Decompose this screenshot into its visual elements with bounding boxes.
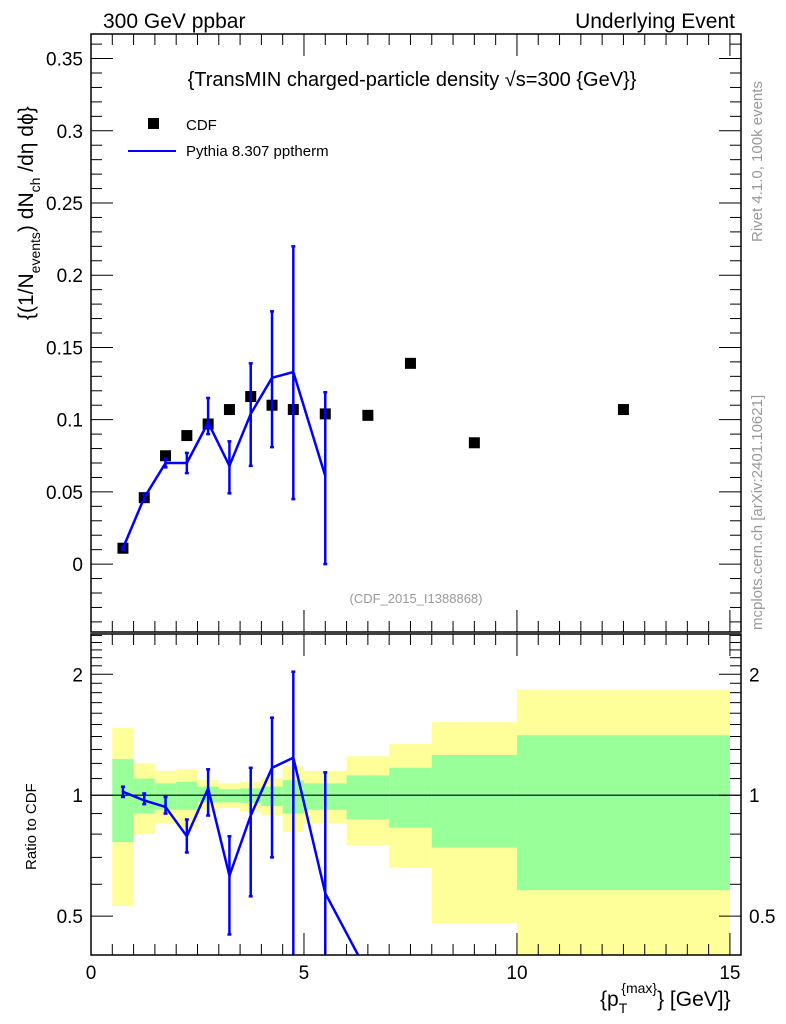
y-tick-label: 0.3 [57, 122, 83, 143]
y-tick-label: 0.35 [46, 50, 83, 71]
plot-frame [90, 33, 742, 633]
xlabel-part: {p [600, 988, 619, 1011]
y-tick-label: 0.2 [57, 266, 83, 287]
mc-line [121, 370, 327, 549]
chart-title: {TransMIN charged-particle density √s=30… [188, 69, 637, 91]
uncertainty-band-green [346, 775, 390, 820]
cdf-point [181, 430, 193, 442]
ratio-y-tick-label-right: 0.5 [749, 907, 775, 928]
cdf-point [223, 404, 235, 416]
ratio-y-tick-label: 2 [72, 665, 83, 686]
cdf-point [362, 409, 374, 421]
x-tick-label: 15 [719, 963, 740, 984]
ratio-content [91, 670, 741, 955]
y-tick-label: 0.1 [57, 411, 83, 432]
ratio-mc-line [122, 755, 360, 955]
ratio-y-tick-label-right: 2 [749, 665, 760, 686]
cdf-point [160, 450, 172, 462]
legend-cdf-marker [148, 118, 159, 129]
header-left: 300 GeV ppbar [103, 10, 245, 33]
analysis-watermark: (CDF_2015_I1388868) [350, 591, 483, 606]
ratio-y-label: Ratio to CDF [23, 783, 40, 870]
ylabel-sub: ch [27, 178, 43, 193]
ylabel-part: {(1/N [15, 273, 38, 320]
ratio-plot: 0.5 0.5 1 1 2 2 0 5 10 15 [57, 633, 775, 984]
header-right: Underlying Event [575, 10, 735, 33]
cdf-point [404, 357, 416, 369]
ylabel-part: ) dN [15, 192, 38, 232]
y-tick-label: 0 [72, 555, 83, 576]
cdf-point [468, 437, 480, 449]
cdf-point [617, 404, 629, 416]
uncertainty-band-green [112, 759, 134, 843]
ratio-frame [90, 633, 742, 956]
main-plot: 0 0.05 0.1 0.15 0.2 0.25 0.3 0.35 [46, 33, 742, 633]
ratio-y-tick-label: 1 [72, 786, 83, 807]
mcplots-label: mcplots.cern.ch [arXiv:2401.10621] [749, 395, 766, 630]
uncertainty-band-green [389, 767, 432, 828]
legend-cdf-label: CDF [186, 117, 217, 134]
y-axis-label: {(1/Nevents) dNch /dη dϕ} [15, 106, 43, 320]
y-tick-label: 0.15 [46, 338, 83, 359]
x-axis-label: {pT {max}} [GeV]} [600, 980, 731, 1016]
x-tick-label: 10 [506, 963, 527, 984]
x-tick-label: 5 [299, 963, 310, 984]
y-tick-label: 0.05 [46, 483, 83, 504]
uncertainty-band-green [431, 754, 517, 848]
legend-mc-label: Pythia 8.307 pptherm [186, 143, 329, 160]
ratio-y-tick-label-right: 1 [749, 786, 760, 807]
y-tick-label: 0.25 [46, 194, 83, 215]
xlabel-sup: {max} [621, 980, 657, 996]
x-tick-label: 0 [86, 963, 97, 984]
rivet-label: Rivet 4.1.0, 100k events [749, 81, 766, 242]
xlabel-sub: T [619, 1000, 628, 1016]
uncertainty-band-green [516, 735, 730, 891]
ylabel-sub: events [27, 232, 43, 273]
ratio-y-tick-label: 0.5 [57, 907, 83, 928]
xlabel-part: } [GeV]} [657, 988, 731, 1011]
ylabel-part: /dη dϕ} [15, 106, 38, 177]
